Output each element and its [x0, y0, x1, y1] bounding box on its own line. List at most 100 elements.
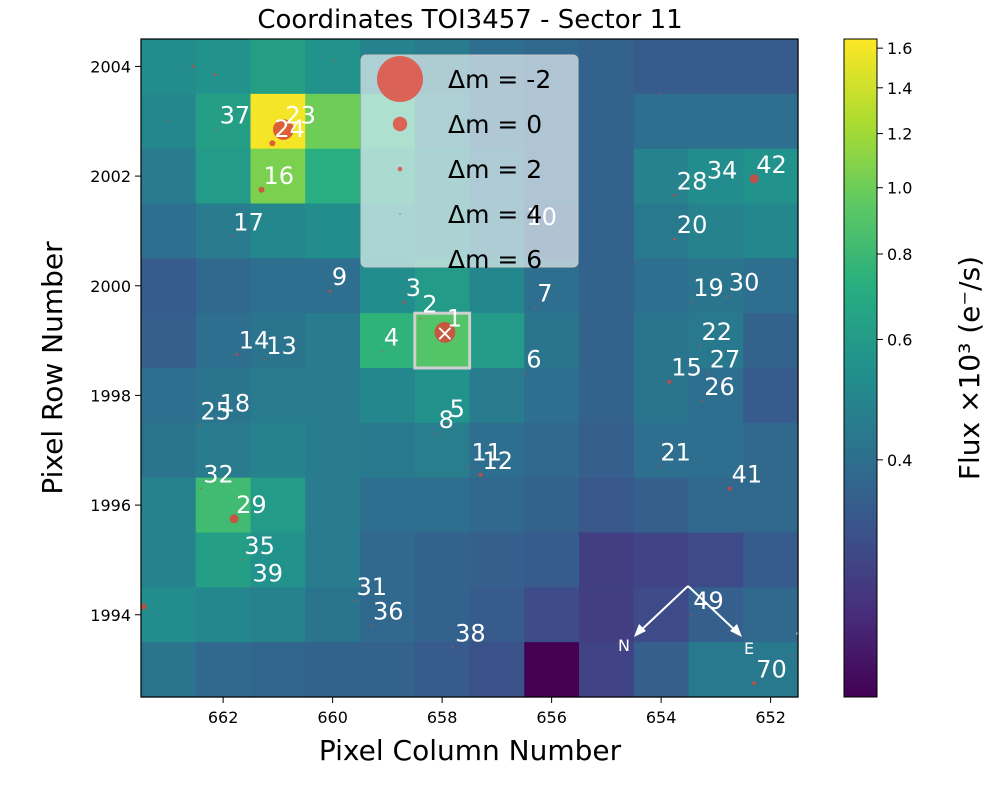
star-marker-28	[673, 194, 677, 197]
star-label-22: 22	[702, 318, 733, 346]
x-tick-label-660: 660	[317, 708, 348, 727]
pixel-cell-653-2002	[688, 148, 744, 205]
star-label-35: 35	[244, 532, 275, 560]
legend: Δm = -2 Δm = 0 Δm = 2 Δm = 4 Δm = 6	[360, 54, 579, 274]
star-label-15: 15	[671, 354, 702, 382]
colorbar-tick-label-0.8: 0.8	[887, 245, 912, 264]
legend-label-3: Δm = 4	[448, 200, 542, 229]
pixel-cell-661-1993	[250, 642, 306, 698]
pixel-cell-663-1995	[141, 532, 197, 588]
pixel-cell-662-1996	[195, 477, 252, 534]
star-label-37: 37	[220, 102, 251, 130]
compass-north-arrow	[636, 585, 689, 635]
star-label-9: 9	[332, 263, 347, 291]
star-label-1: 1	[447, 304, 462, 332]
pixel-cell-653-1995	[688, 532, 744, 588]
pixel-cell-660-2000	[305, 258, 361, 314]
pixel-cell-663-2002	[141, 148, 197, 205]
pixel-cell-660-1996	[305, 477, 361, 534]
star-label-39: 39	[253, 559, 284, 587]
star-label-36: 36	[373, 598, 404, 626]
legend-marker-0	[377, 56, 423, 102]
pixel-cell-660-2001	[305, 203, 361, 259]
pixel-cell-652-2003	[743, 93, 799, 150]
pixel-cell-657-1999	[469, 313, 525, 369]
star-marker-9	[328, 289, 332, 293]
star-label-17: 17	[233, 208, 264, 236]
star-label-30: 30	[729, 269, 760, 297]
pixel-cell-662-2002	[195, 148, 252, 205]
pixel-cell-652-1996	[743, 477, 799, 534]
pixel-cell-655-2002	[579, 148, 635, 205]
star-label-41: 41	[732, 461, 763, 489]
y-axis-label: Pixel Row Number	[36, 241, 69, 495]
colorbar-ticks: 0.4 0.6 0.8 1.0 1.2 1.4 1.6	[877, 39, 912, 470]
pixel-cell-659-1998	[360, 368, 416, 424]
x-tick-label-662: 662	[208, 708, 239, 727]
star-marker-11	[468, 465, 471, 468]
pixel-cell-662-1993	[195, 642, 252, 698]
star-label-6: 6	[526, 346, 541, 374]
pixel-cell-661-1995	[250, 532, 306, 588]
legend-marker-2	[397, 166, 403, 172]
pixel-cell-660-1998	[305, 368, 361, 424]
y-axis-ticks: 1994 1996 1998 2000 2002 2004	[90, 57, 141, 625]
pixel-cell-653-1998	[688, 368, 744, 424]
compass-east-arrow	[687, 585, 740, 635]
star-marker-16	[258, 186, 265, 193]
star-marker-19	[690, 301, 693, 304]
star-label-18: 18	[220, 389, 251, 417]
star-marker-33	[167, 120, 170, 123]
pixel-cell-653-1999	[688, 313, 744, 369]
pixel-cell-652-1999	[743, 313, 799, 369]
pixel-cell-663-2000	[141, 258, 197, 314]
pixel-cell-660-2002	[305, 148, 361, 205]
pixel-cell-656-1995	[524, 532, 580, 588]
pixel-cell-660-1993	[305, 642, 361, 698]
star-marker-21	[657, 465, 660, 468]
pixel-cell-657-1994	[469, 587, 525, 643]
pixel-cell-661-2001	[250, 203, 306, 259]
star-label-4: 4	[384, 324, 399, 352]
colorbar-gradient	[843, 38, 878, 698]
pixel-cell-660-1997	[305, 422, 361, 479]
pixel-cell-659-1993	[360, 642, 416, 698]
pixel-cell-655-2004	[579, 39, 635, 95]
x-tick-label-652: 652	[755, 708, 786, 727]
pixel-cell-654-1996	[633, 477, 690, 534]
star-marker-8	[435, 432, 438, 435]
pixel-cell-662-1994	[195, 587, 252, 643]
star-marker-4	[381, 350, 383, 353]
pixel-cell-655-1994	[579, 587, 635, 643]
pixel-cell-655-1993	[579, 642, 635, 698]
pixel-cell-663-1997	[141, 422, 197, 479]
star-label-20: 20	[677, 211, 708, 239]
pixel-cell-659-2000	[360, 258, 416, 314]
legend-marker-3	[399, 213, 401, 215]
pixel-cell-663-1994	[141, 587, 197, 643]
compass-east-label: E	[744, 639, 754, 658]
star-marker-3	[402, 300, 406, 304]
pixel-cell-662-1998	[195, 368, 252, 424]
star-label-25: 25	[201, 398, 232, 426]
pixel-cell-656-1999	[524, 313, 580, 369]
star-marker-36	[370, 624, 372, 627]
pixel-cell-661-2004	[250, 39, 306, 95]
pixel-cell-658-1997	[414, 422, 471, 479]
star-marker-35	[241, 559, 244, 561]
pixel-cell-652-1998	[743, 368, 799, 424]
star-marker-30	[725, 295, 728, 298]
colorbar-tick-label-0.6: 0.6	[887, 330, 912, 349]
pixel-cell-662-2004	[195, 39, 252, 95]
legend-label-2: Δm = 2	[448, 155, 542, 184]
star-label-42: 42	[756, 151, 787, 179]
star-marker-23	[273, 119, 294, 140]
pixel-cell-661-1994	[250, 587, 306, 643]
pixel-cell-652-2004	[743, 39, 799, 95]
star-label-21: 21	[660, 439, 691, 467]
compass-north-arrowhead	[634, 624, 646, 637]
pixel-cell-659-1999	[360, 313, 416, 369]
x-axis-label: Pixel Column Number	[319, 734, 622, 767]
pixel-cell-654-2000	[633, 258, 690, 314]
